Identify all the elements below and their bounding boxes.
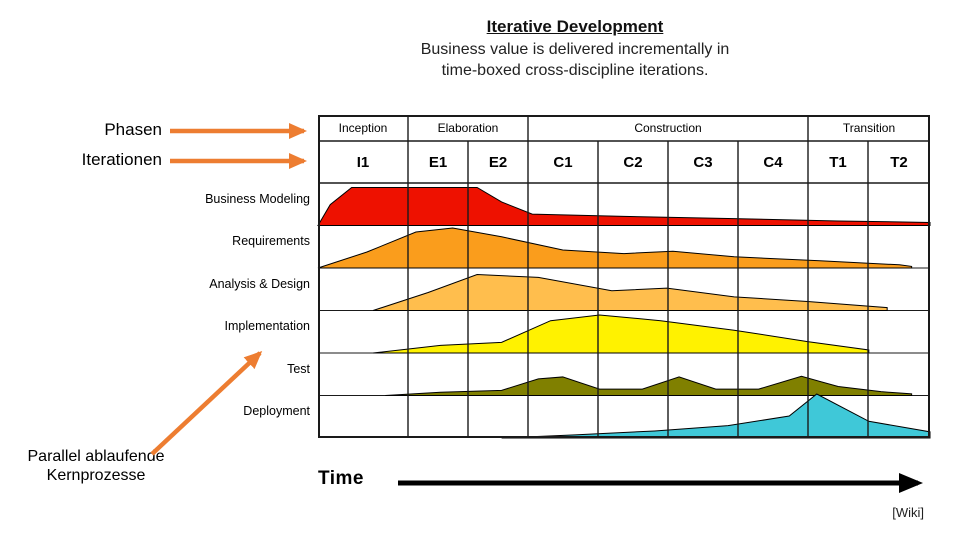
hump-test	[385, 375, 913, 396]
source-citation: [Wiki]	[892, 505, 924, 520]
iteration-cell-c2: C2	[623, 153, 643, 171]
iteration-cell-e2: E2	[488, 153, 508, 171]
figure-subtitle-line1: Business value is delivered incrementall…	[420, 41, 730, 58]
iteration-grid: Inception Elaboration Construction Transiti…	[317, 115, 931, 439]
grid-border	[318, 115, 930, 438]
parallel-processes-annotation-label: Parallel ablaufende Kernprozesse	[2, 447, 190, 485]
phase-cell-construction: Construction	[634, 121, 702, 135]
iterations-annotation-label: Iterationen	[81, 150, 162, 169]
phases-annotation-label: Phasen	[104, 120, 162, 139]
phase-cell-inception: Inception	[338, 121, 388, 135]
iteration-cell-c1: C1	[553, 153, 573, 171]
figure-title: Iterative Development	[486, 17, 664, 36]
hump-deployment	[501, 393, 931, 439]
hump-implementation	[373, 314, 870, 354]
phase-cell-elaboration: Elaboration	[437, 121, 499, 135]
phase-cell-transition: Transition	[842, 121, 896, 135]
discipline-label-requirements: Requirements	[232, 234, 310, 248]
discipline-label-analysis-design: Analysis & Design	[209, 276, 310, 291]
hump-business-modeling	[317, 187, 931, 226]
iteration-cell-t1: T1	[829, 153, 847, 171]
discipline-label-implementation: Implementation	[224, 319, 310, 333]
hump-analysis-design	[372, 273, 888, 311]
iteration-cell-i1: I1	[356, 153, 370, 171]
hump-requirements	[317, 227, 913, 269]
iteration-cell-t2: T2	[890, 153, 908, 171]
iteration-cell-e1: E1	[428, 153, 448, 171]
iteration-cell-c4: C4	[763, 153, 783, 171]
parallel-processes-line2: Kernprozesse	[46, 467, 146, 484]
grid-and-humps-graphic	[317, 115, 931, 439]
discipline-label-business-modeling: Business Modeling	[205, 191, 310, 206]
discipline-label-deployment: Deployment	[243, 404, 310, 418]
parallel-processes-line1: Parallel ablaufende	[27, 448, 165, 465]
discipline-label-test: Test	[287, 361, 310, 376]
time-axis-label: Time	[318, 468, 365, 489]
iteration-cell-c3: C3	[693, 153, 713, 171]
figure-subtitle-line2: time-boxed cross-discipline iterations.	[441, 62, 709, 79]
